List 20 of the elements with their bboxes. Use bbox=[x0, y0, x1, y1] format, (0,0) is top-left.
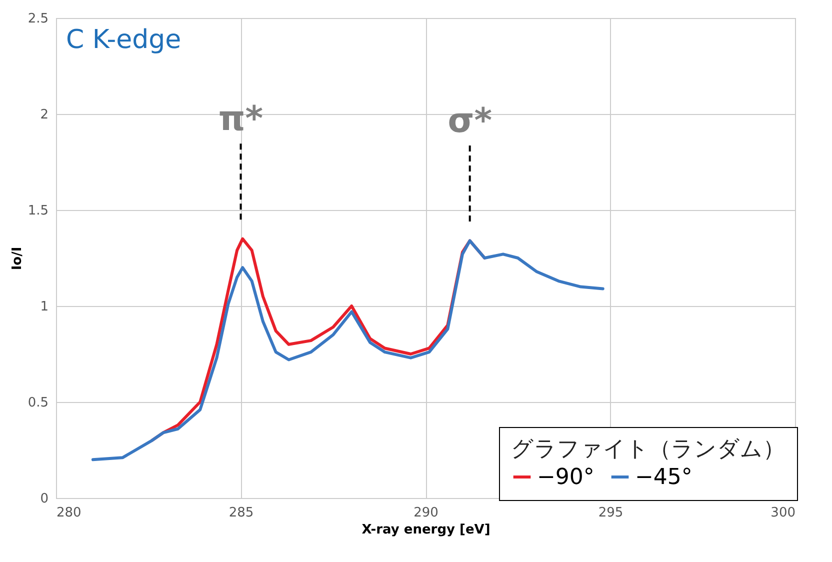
annotation: π* bbox=[218, 99, 264, 140]
x-tick-label: 295 bbox=[598, 506, 624, 520]
y-tick-label: 1.5 bbox=[28, 204, 48, 218]
x-tick-label: 300 bbox=[770, 506, 796, 520]
annotation: C K-edge bbox=[66, 25, 182, 55]
legend-label: −90° bbox=[537, 465, 594, 490]
y-tick-label: 1 bbox=[40, 300, 48, 314]
x-axis-title: X-ray energy [eV] bbox=[362, 522, 490, 538]
line-series bbox=[91, 239, 604, 462]
y-tick-label: 2 bbox=[40, 108, 48, 122]
legend-title: グラファイト（ランダム） bbox=[511, 437, 785, 462]
y-tick-label: 2.5 bbox=[28, 12, 48, 26]
y-tick-label: 0 bbox=[40, 492, 48, 506]
x-tick-label: 285 bbox=[228, 506, 254, 520]
annotation: σ* bbox=[448, 100, 492, 141]
x-tick-label: 290 bbox=[414, 506, 438, 520]
legend-label: −45° bbox=[635, 465, 692, 490]
y-axis-title: Io/I bbox=[10, 246, 25, 270]
y-tick-label: 0.5 bbox=[28, 396, 48, 410]
x-tick-label: 280 bbox=[56, 506, 82, 520]
